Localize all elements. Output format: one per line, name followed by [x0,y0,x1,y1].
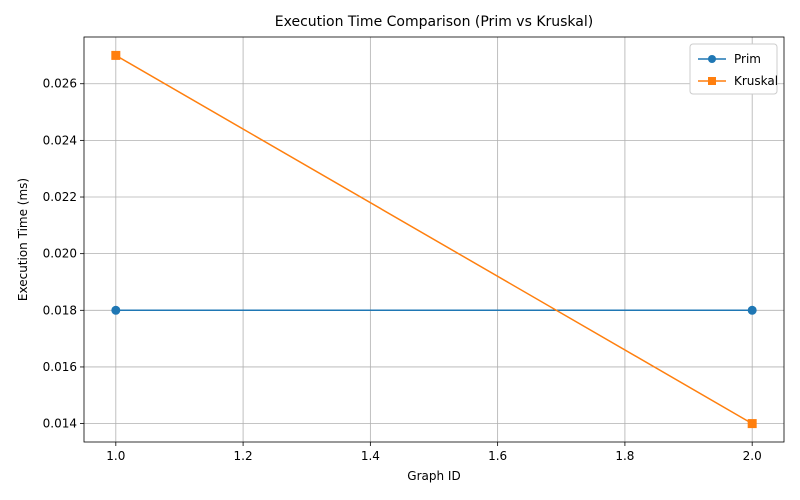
y-tick-label: 0.026 [43,77,77,91]
x-tick-label: 1.2 [234,449,253,463]
y-tick-label: 0.016 [43,360,77,374]
series-layer [111,50,757,429]
x-tick-label: 1.8 [615,449,634,463]
y-tick-label: 0.020 [43,247,77,261]
legend-marker [708,77,716,85]
y-tick-label: 0.014 [43,417,77,431]
x-tick-label: 1.0 [106,449,125,463]
x-ticks: 1.0 1.2 1.4 1.6 1.8 2.0 [106,442,762,463]
x-axis-label: Graph ID [407,469,460,483]
legend-item-prim: Prim [698,52,761,66]
y-axis-label: Execution Time (ms) [16,178,30,301]
y-tick-label: 0.022 [43,190,77,204]
legend-marker [708,55,716,63]
x-tick-label: 2.0 [743,449,762,463]
chart-title: Execution Time Comparison (Prim vs Krusk… [275,14,593,30]
series-kruskal [111,50,757,429]
series-line-kruskal [115,54,753,425]
data-point-prim [111,305,121,315]
legend-label: Prim [734,52,761,66]
y-tick-label: 0.018 [43,303,77,317]
legend-label: Kruskal [734,74,778,88]
legend-item-kruskal: Kruskal [698,74,778,88]
series-prim [111,305,757,315]
y-ticks: 0.014 0.016 0.018 0.020 0.022 0.024 0.026 [43,77,84,431]
y-tick-label: 0.024 [43,133,77,147]
data-point-kruskal [111,50,121,60]
data-point-prim [747,305,757,315]
x-tick-label: 1.4 [361,449,380,463]
data-point-kruskal [747,419,757,429]
legend: Prim Kruskal [689,43,778,95]
x-tick-label: 1.6 [488,449,507,463]
plot-frame [83,36,785,443]
